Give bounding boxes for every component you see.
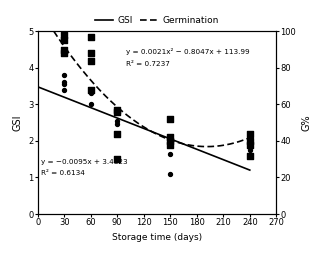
Text: R² = 0.6134: R² = 0.6134 bbox=[41, 170, 85, 176]
Point bbox=[247, 153, 252, 158]
Point bbox=[247, 139, 252, 143]
Point bbox=[168, 137, 173, 141]
Point bbox=[62, 51, 67, 55]
Point bbox=[247, 143, 252, 147]
Text: R² = 0.7237: R² = 0.7237 bbox=[126, 61, 170, 67]
Point bbox=[168, 117, 173, 121]
Point bbox=[115, 157, 120, 161]
Point bbox=[168, 172, 173, 176]
Point bbox=[247, 132, 252, 136]
Point bbox=[88, 58, 93, 63]
Y-axis label: GSI: GSI bbox=[13, 114, 23, 131]
Point bbox=[168, 143, 173, 147]
Point bbox=[168, 139, 173, 143]
Text: y = 0.0021x² − 0.8047x + 113.99: y = 0.0021x² − 0.8047x + 113.99 bbox=[126, 48, 250, 55]
Point bbox=[62, 80, 67, 85]
Point bbox=[62, 33, 67, 37]
Text: y = −0.0095x + 3.4823: y = −0.0095x + 3.4823 bbox=[41, 159, 128, 165]
Point bbox=[168, 152, 173, 156]
Point bbox=[247, 153, 252, 158]
Point bbox=[115, 132, 120, 136]
Point bbox=[88, 90, 93, 94]
Y-axis label: G%: G% bbox=[302, 114, 312, 131]
Point bbox=[247, 139, 252, 143]
Point bbox=[168, 139, 173, 143]
Point bbox=[115, 132, 120, 136]
Point bbox=[115, 122, 120, 127]
Legend: GSI, Germination: GSI, Germination bbox=[91, 12, 223, 28]
Point bbox=[115, 110, 120, 114]
Point bbox=[62, 82, 67, 86]
Point bbox=[62, 73, 67, 77]
Point bbox=[115, 119, 120, 123]
Point bbox=[247, 144, 252, 149]
Point bbox=[62, 48, 67, 52]
Point bbox=[62, 38, 67, 43]
Point bbox=[62, 88, 67, 92]
Point bbox=[88, 102, 93, 106]
Point bbox=[115, 157, 120, 161]
Point bbox=[88, 91, 93, 96]
Point bbox=[247, 148, 252, 152]
Point bbox=[88, 35, 93, 39]
Point bbox=[115, 108, 120, 112]
Point bbox=[88, 51, 93, 55]
Point bbox=[168, 141, 173, 145]
Point bbox=[88, 88, 93, 92]
X-axis label: Storage time (days): Storage time (days) bbox=[112, 233, 202, 242]
Point bbox=[168, 135, 173, 139]
Point bbox=[88, 88, 93, 92]
